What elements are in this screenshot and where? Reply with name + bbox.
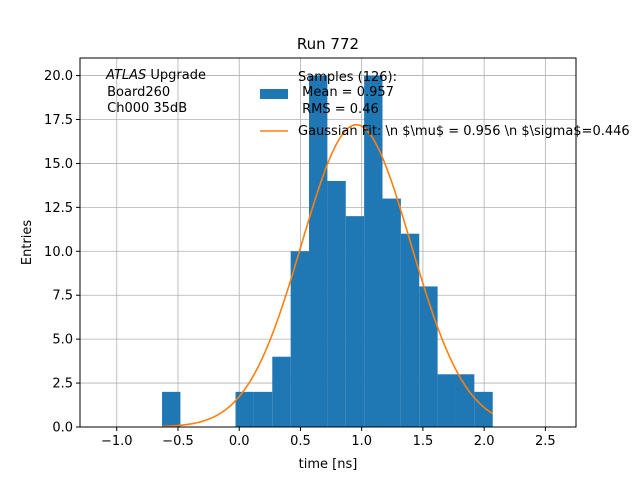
x-tick-label: 2.0 <box>474 434 495 449</box>
x-axis-label: time [ns] <box>299 457 358 472</box>
y-tick-label: 7.5 <box>52 289 73 304</box>
axis-ticks: −1.0 −0.5 0.0 0.5 1.0 1.5 2.0 2.5 0.0 2.5 5.0 7.5 10… <box>44 69 556 449</box>
annotation-line-3: Ch000 35dB <box>103 101 187 116</box>
legend-fit-label: Gaussian Fit: \n $\mu$ = 0.956 \n $\sigm… <box>298 124 630 139</box>
legend-samples-line-2: Mean = 0.957 <box>298 85 394 100</box>
histogram-bar <box>345 216 365 427</box>
y-tick-label: 2.5 <box>52 377 73 392</box>
annotation-italic: ATLAS <box>105 68 146 83</box>
y-tick-label: 10.0 <box>44 245 73 260</box>
y-tick-label: 15.0 <box>44 157 73 172</box>
histogram-bar <box>382 198 401 427</box>
histogram-bar <box>272 356 291 427</box>
legend-samples-line-3: RMS = 0.46 <box>298 102 379 117</box>
chart-title: Run 772 <box>297 35 359 53</box>
y-tick-label: 12.5 <box>44 201 73 216</box>
histogram-bar <box>162 391 181 427</box>
histogram-bar <box>419 286 438 427</box>
x-tick-label: −0.5 <box>162 434 194 449</box>
histogram-bars <box>162 75 493 428</box>
x-tick-label: 0.0 <box>229 434 250 449</box>
plot-frame <box>79 57 577 428</box>
y-tick-label: 5.0 <box>52 333 73 348</box>
x-tick-label: 1.5 <box>413 434 434 449</box>
legend-samples-line-1: Samples (126): <box>298 70 397 85</box>
histogram-bar <box>364 75 383 428</box>
annotation-rest: Upgrade <box>146 68 206 83</box>
x-tick-label: 2.5 <box>535 434 556 449</box>
histogram-bar <box>455 374 475 427</box>
annotation-line-1: ATLAS Upgrade <box>105 68 206 83</box>
histogram-bar <box>309 75 328 428</box>
histogram-bar <box>474 391 493 427</box>
y-tick-label: 17.5 <box>44 113 73 128</box>
annotation-line-2: Board260 <box>103 85 170 100</box>
y-axis-label: Entries <box>20 220 35 266</box>
x-tick-label: 1.0 <box>351 434 372 449</box>
histogram-bar <box>253 391 273 427</box>
y-tick-label: 0.0 <box>52 421 73 436</box>
y-tick-label: 20.0 <box>44 69 73 84</box>
histogram-bar <box>437 374 456 427</box>
atlas-annotation: ATLAS Upgrade Board260 Ch000 35dB <box>103 68 206 116</box>
histogram-bar <box>327 181 346 427</box>
gaussian-fit-curve <box>162 123 494 428</box>
x-tick-label: −1.0 <box>101 434 133 449</box>
gaussian-fit <box>162 123 494 428</box>
legend: Samples (126): Mean = 0.957 RMS = 0.46 G… <box>260 70 630 139</box>
histogram-bar <box>400 233 420 427</box>
histogram-bar <box>235 391 254 427</box>
histogram-bar <box>290 251 310 427</box>
x-tick-label: 0.5 <box>290 434 311 449</box>
legend-samples-swatch <box>260 89 288 99</box>
